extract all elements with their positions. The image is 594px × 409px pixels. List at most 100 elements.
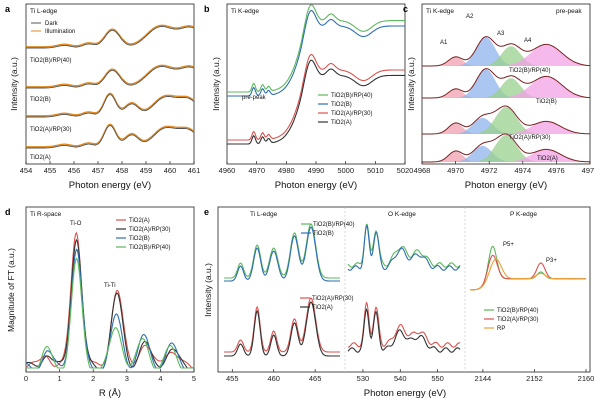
e-tick-label: 2152 <box>526 374 543 383</box>
ti-ti-annotation: Ti-Ti <box>104 283 116 289</box>
component-area-a4 <box>422 44 590 66</box>
panel-e-legend-p: TiO2(B)/RP(40) TiO2(A)/RP(30) RP <box>484 308 538 332</box>
legend-label-b-4: TiO2(A) <box>331 120 352 126</box>
p3-annotation: P3+ <box>546 258 557 264</box>
envelope-line <box>422 105 591 135</box>
panel-c-xlabel: Photon energy (eV) <box>465 180 547 191</box>
panel-e-letter: e <box>204 207 209 217</box>
panel-a-xlabel: Photon energy (eV) <box>69 180 151 191</box>
series-line-b-2 <box>227 9 405 97</box>
legend-label-e-4: TiO2(A) <box>312 305 333 311</box>
e-tick-label: 530 <box>357 374 370 383</box>
e-tick-label: 455 <box>226 374 239 383</box>
e-tick-label: 2160 <box>578 374 594 383</box>
series-label-c-4: TiO2(A) <box>537 156 558 162</box>
o-k-line-4 <box>347 307 461 353</box>
b-tick-label: 5010 <box>367 166 384 175</box>
section-title-o: O K-edge <box>388 211 416 218</box>
d-tick-label: 1 <box>58 374 62 383</box>
b-tick-label: 5000 <box>337 166 354 175</box>
ti-o-annotation: Ti-O <box>70 221 82 227</box>
legend-label-p-1: TiO2(B)/RP(40) <box>497 308 538 314</box>
series-line-illumination <box>26 123 195 148</box>
panel-b-xticks: 4960 4970 4980 4990 5000 5010 5020 <box>219 161 413 175</box>
p5-annotation: P5+ <box>503 242 514 248</box>
panel-c-ylabel: Intensity (a.u.) <box>406 57 416 111</box>
panel-a-plot <box>26 24 195 149</box>
component-label-a2: A2 <box>466 14 474 20</box>
panel-d: d Ti R-space Ti-O Ti-Ti TiO2(A) TiO2(A)/… <box>5 206 196 399</box>
e-tick-label: 460 <box>267 374 280 383</box>
legend-label-illumination: Illumination <box>45 29 75 35</box>
section-title-ti: Ti L-edge <box>250 211 278 218</box>
a-tick-label: 454 <box>20 166 33 175</box>
component-area-a3 <box>422 135 590 162</box>
panel-d-xticks: 0 1 2 3 4 5 <box>24 369 196 383</box>
a-tick-label: 455 <box>44 166 57 175</box>
panel-e-frame <box>217 206 591 373</box>
a-tick-label: 459 <box>140 166 153 175</box>
panel-e-plot <box>224 223 586 357</box>
component-area-a4 <box>422 76 590 98</box>
d-tick-label: 5 <box>192 374 196 383</box>
component-area-a1 <box>422 89 590 98</box>
pre-peak-annotation: pre-peak <box>242 95 267 101</box>
panel-e-ylabel: Intensity (a.u.) <box>203 263 213 317</box>
component-label-a3: A3 <box>497 31 505 37</box>
panel-d-legend: TiO2(A) TiO2(A)/RP(30) TiO2(B) TiO2(B)/R… <box>116 218 170 251</box>
component-area-a4 <box>422 149 590 162</box>
panel-d-letter: d <box>5 207 11 217</box>
envelope-line <box>422 133 591 163</box>
c-tick-label: 4974 <box>514 166 531 175</box>
e-tick-label: 550 <box>431 374 444 383</box>
d-tick-label: 3 <box>125 374 129 383</box>
panel-c-frame <box>421 3 591 165</box>
panel-e-xlabel: Photon energy (eV) <box>364 388 446 399</box>
b-tick-label: 4970 <box>248 166 265 175</box>
component-area-a3 <box>422 78 590 98</box>
series-line-illumination <box>26 92 195 117</box>
legend-label-b-2: TiO2(B) <box>331 102 352 108</box>
panel-b-plot <box>227 4 405 145</box>
panel-a-ylabel: Intensity (a.u.) <box>9 57 19 111</box>
series-line-d-3 <box>25 248 194 369</box>
panel-c-title: Ti K-edge <box>426 8 454 15</box>
component-label-a4: A4 <box>524 38 532 44</box>
legend-label-e-1: TiO2(B)/RP(40) <box>313 222 354 228</box>
series-line-d-4 <box>25 257 195 369</box>
series-label-c-2: TiO2(B) <box>536 99 557 105</box>
a-tick-label: 460 <box>164 166 177 175</box>
panel-a-legend: Dark Illumination <box>31 21 75 35</box>
legend-label-e-3: TiO2(A)/RP(30) <box>312 296 353 302</box>
panel-b: b Ti K-edge pre-peak TiO2(B)/RP(40) TiO2… <box>204 3 413 191</box>
c-tick-label: 4968 <box>414 166 431 175</box>
legend-label-d-2: TiO2(A)/RP(30) <box>129 227 170 233</box>
panel-c-subtitle: pre-peak <box>556 8 582 15</box>
a-tick-label: 458 <box>116 166 129 175</box>
legend-label-p-2: TiO2(A)/RP(30) <box>497 317 538 323</box>
d-tick-label: 0 <box>24 374 28 383</box>
panel-a-frame <box>25 3 195 165</box>
component-area-a4 <box>422 121 590 134</box>
legend-label-d-1: TiO2(A) <box>129 218 150 224</box>
c-tick-label: 4972 <box>481 166 498 175</box>
panel-a-title: Ti L-edge <box>30 8 58 15</box>
panel-c: c Ti K-edge pre-peak A1 A2 A3 A4 TiO2(B)… <box>403 3 594 191</box>
component-area-a3 <box>422 46 590 66</box>
series-label-a-1: TiO2(B)/RP(40) <box>30 58 71 64</box>
c-tick-label: 4976 <box>548 166 565 175</box>
panel-d-xlabel: R (Å) <box>99 388 121 399</box>
o-k-line-1 <box>347 223 461 268</box>
legend-label-d-3: TiO2(B) <box>129 236 150 242</box>
series-line-b-4 <box>227 59 405 145</box>
p-k-line-3 <box>470 258 586 291</box>
ti-l-line-3 <box>224 297 340 353</box>
legend-label-dark: Dark <box>45 21 59 27</box>
panel-d-plot <box>25 231 195 369</box>
component-area-a1 <box>422 57 590 66</box>
e-tick-label: 540 <box>394 374 407 383</box>
panel-d-ylabel: Magnitude of FT (a.u.) <box>6 248 16 332</box>
series-line-dark <box>26 125 195 149</box>
series-label-a-3: TiO2(A)/RP(30) <box>30 127 71 133</box>
